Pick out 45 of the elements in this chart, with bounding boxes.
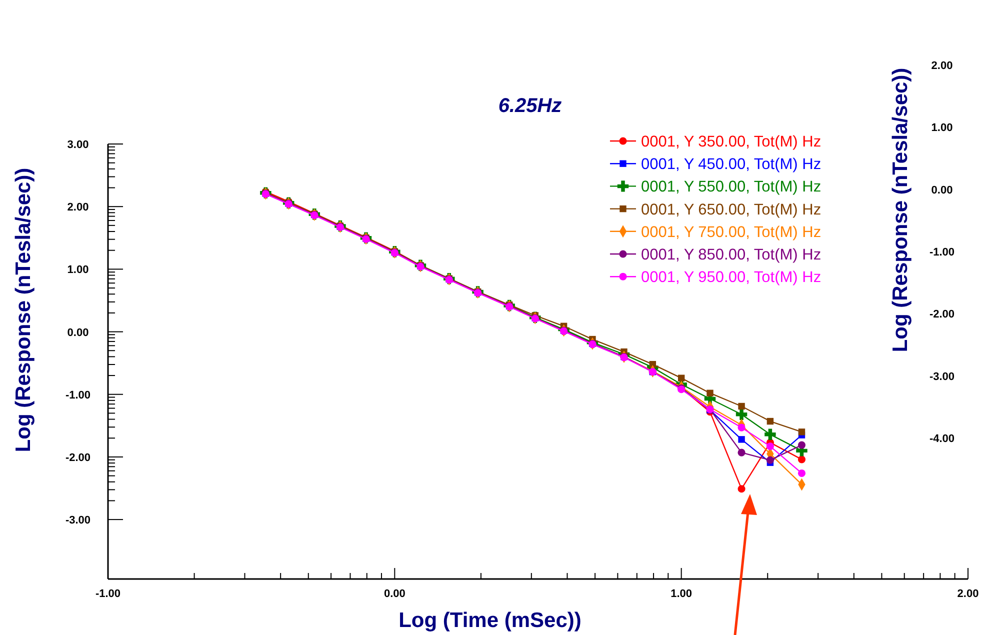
point [798,441,806,449]
legend-label: 0001, Y 850.00, Tot(M) Hz [641,246,822,264]
y2-tick-label: -2.00 [929,308,955,321]
point [766,418,774,425]
point [736,408,748,420]
point [706,390,714,396]
point [738,402,745,410]
y2-tick-label: -4.00 [929,433,955,445]
x-tick-label: 2.00 [957,588,979,600]
y-tick-label: -2.00 [65,452,91,464]
point [738,485,746,493]
point [764,428,776,440]
point [738,448,746,456]
x-tick-label: 0.00 [384,588,406,600]
legend-label: 0001, Y 750.00, Tot(M) Hz [641,224,822,241]
y-tick-label: 3.00 [67,139,89,151]
x-tick-label: -1.00 [95,588,121,600]
point [798,456,806,464]
y2-tick-label: 0.00 [931,184,953,196]
point [678,374,685,382]
chart-title: 6.25Hz [498,95,562,117]
y-tick-label: 0.00 [67,326,89,339]
legend-label: 0001, Y 450.00, Tot(M) Hz [641,156,822,174]
legend-label: 0001, Y 350.00, Tot(M) Hz [641,134,822,150]
y2-tick-label: 1.00 [931,122,953,134]
point [738,424,746,432]
x-axis-title: Log (Time (mSec)) [398,609,582,632]
x-tick-label: 1.00 [670,588,692,600]
y2-tick-label: -3.00 [929,370,955,383]
point [738,436,745,443]
legend-label: 0001, Y 550.00, Tot(M) Hz [641,178,822,196]
y-tick-label: 2.00 [67,202,89,214]
point [766,442,774,450]
point [798,428,806,436]
legend-label: 0001, Y 650.00, Tot(M) Hz [641,201,822,218]
y2-tick-label: 2.00 [931,60,953,72]
y-tick-label: 1.00 [67,264,89,276]
y-axis-title: Log (Response (nTesla/sec)) [12,168,35,452]
point [766,456,774,464]
y2-axis-title: Log (Response (nTesla/sec)) [889,68,912,352]
point [798,469,806,477]
y-tick-label: -1.00 [65,389,91,402]
legend-label: 0001, Y 950.00, Tot(M) Hz [641,269,822,286]
y2-tick-label: -1.00 [929,246,955,258]
y-tick-label: -3.00 [65,514,91,527]
